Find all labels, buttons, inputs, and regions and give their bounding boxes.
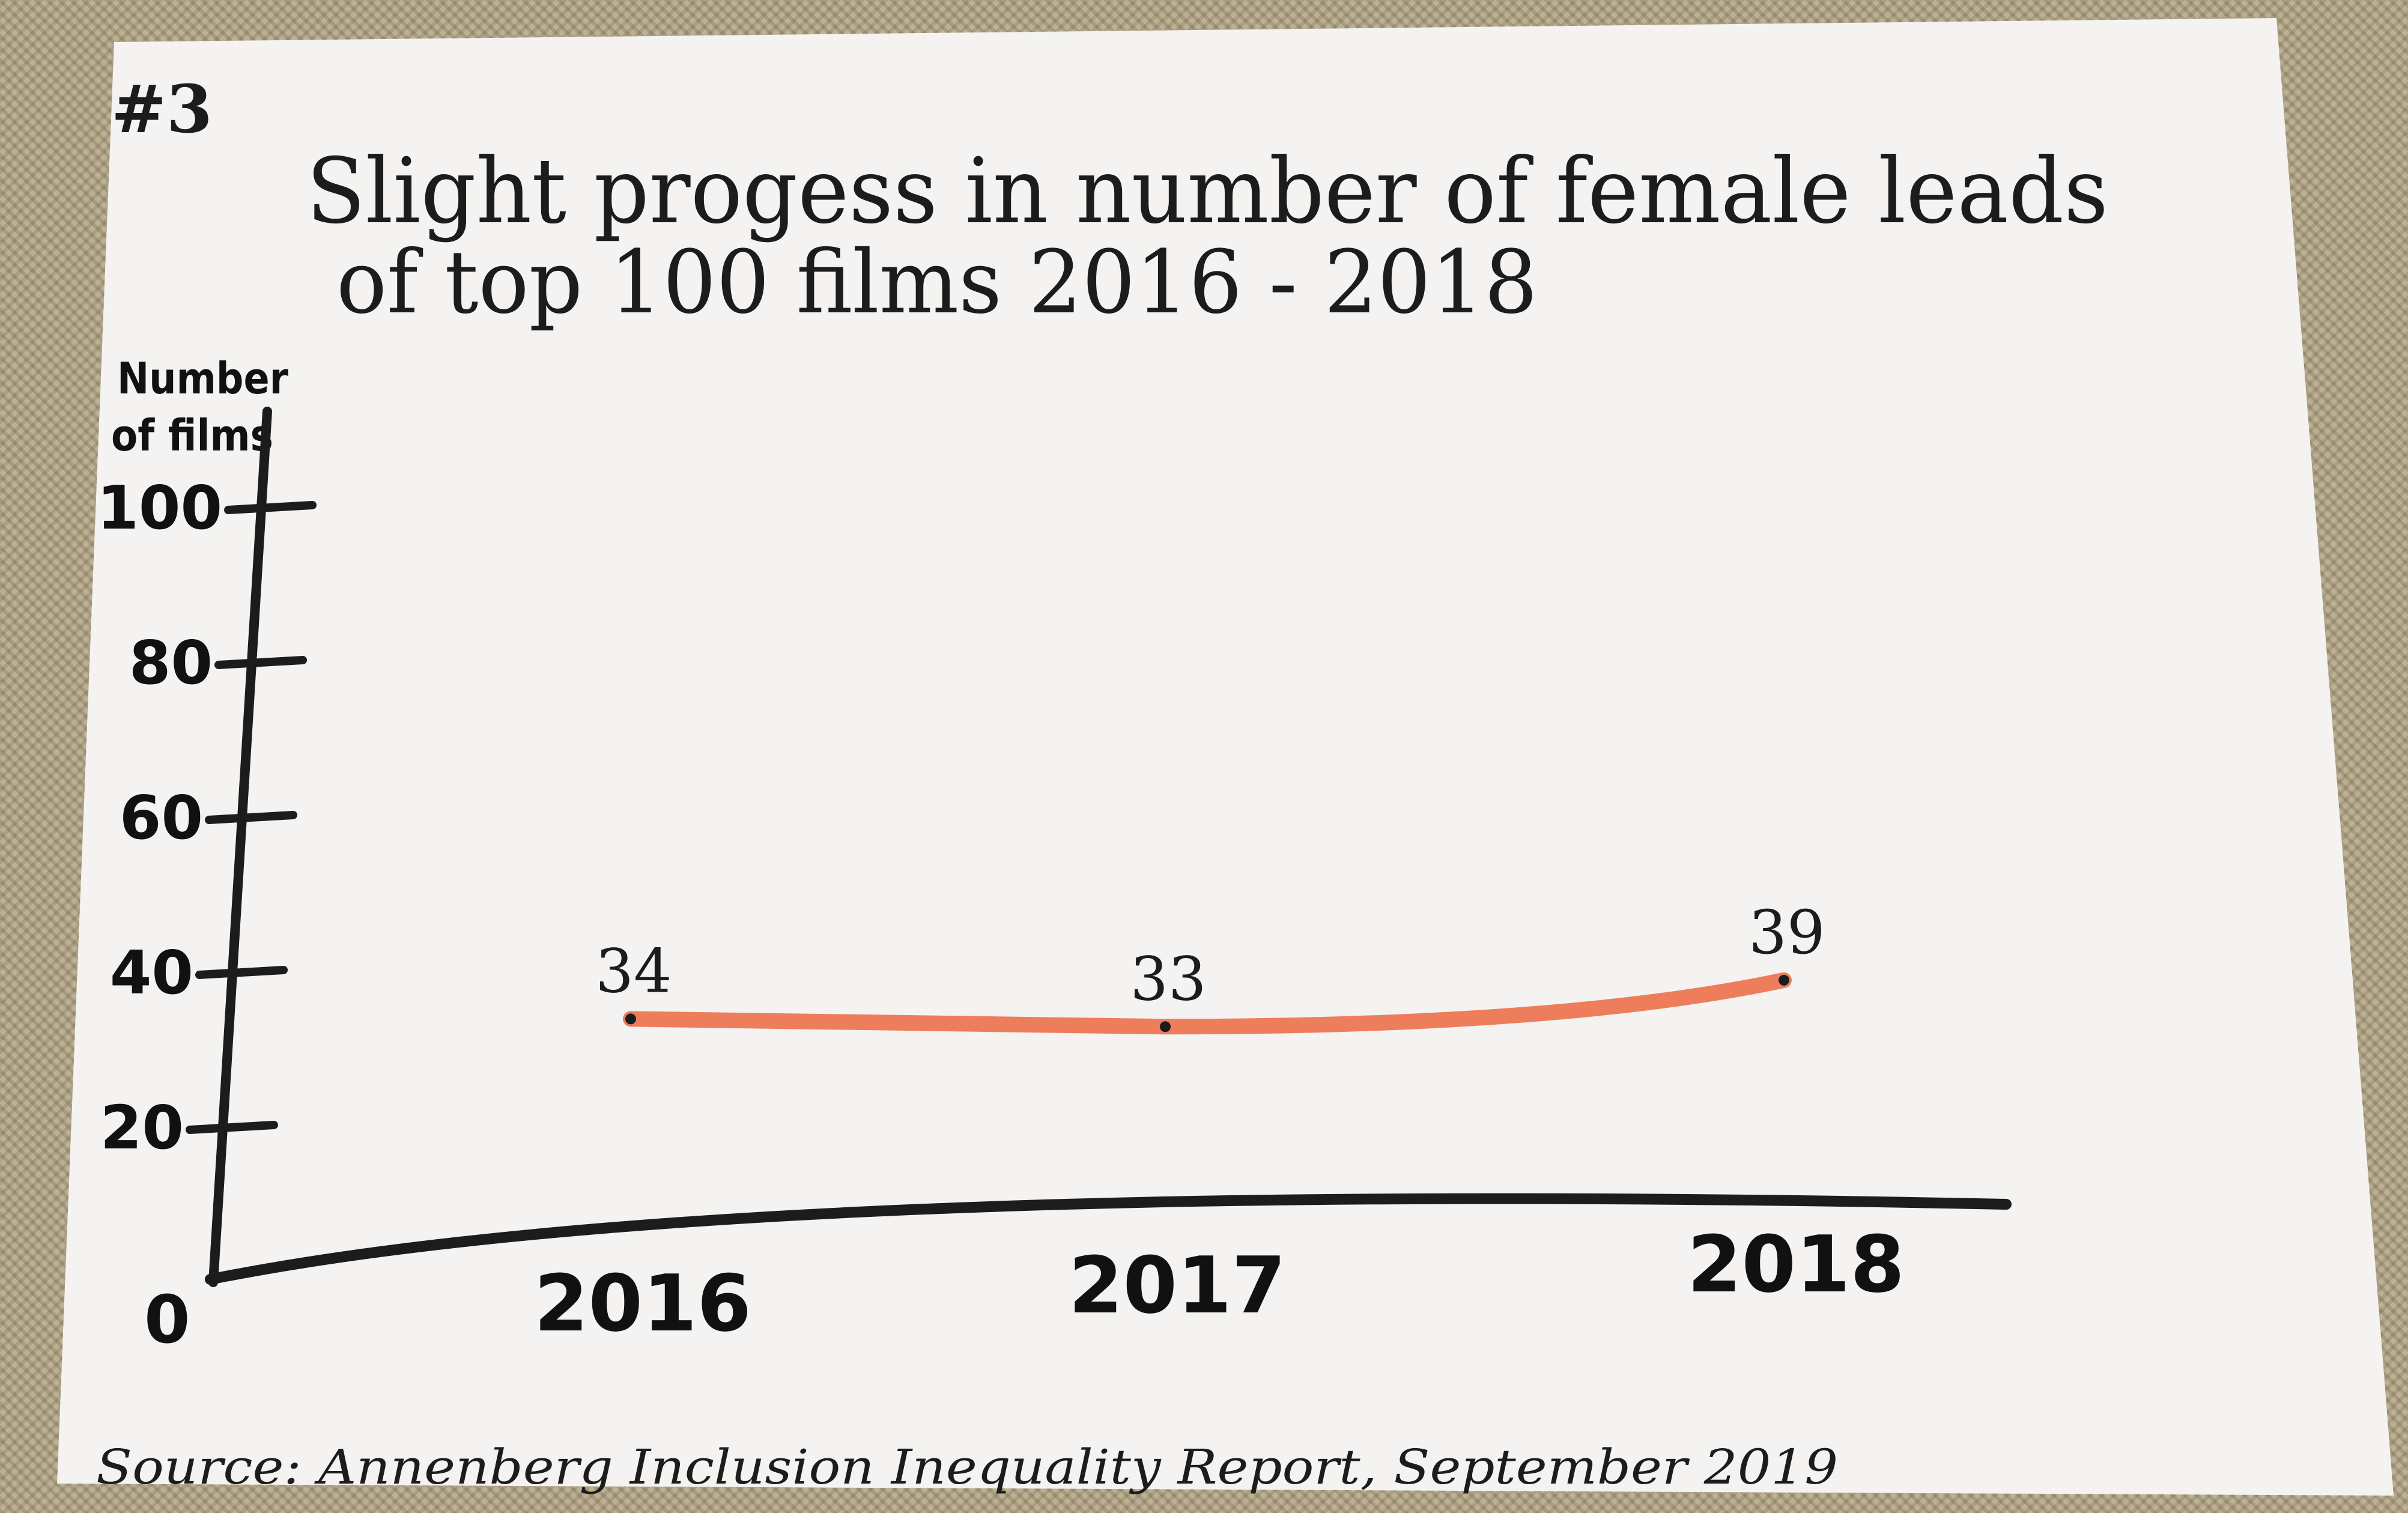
y-tick-label-20: 20	[100, 1093, 184, 1163]
x-category-label-2017: 2017	[1069, 1240, 1286, 1331]
y-tick-100	[224, 501, 317, 514]
chart-title-line1: Slight progess in number of female leads	[306, 139, 2108, 244]
y-tick-label-40: 40	[110, 938, 193, 1008]
page-number-tag: #3	[111, 70, 213, 148]
data-point-2017	[1160, 1021, 1171, 1032]
y-tick-label-100: 100	[97, 473, 222, 543]
data-label-2016: 34	[595, 936, 672, 1006]
data-point-2018	[1779, 974, 1789, 986]
y-tick-group: 20 40 60 80 100	[97, 473, 317, 1163]
y-tick-20	[186, 1121, 279, 1134]
y-axis-line	[208, 407, 272, 1287]
paper-sheet	[57, 18, 2394, 1496]
y-axis-label-line2: of films	[111, 410, 273, 461]
y-tick-40	[195, 966, 288, 979]
series-line	[623, 972, 1792, 1035]
x-category-label-2016: 2016	[534, 1258, 751, 1349]
x-category-label-2018: 2018	[1687, 1219, 1905, 1310]
chart-title-line2: of top 100 films 2016 - 2018	[336, 232, 1538, 333]
data-label-2017: 33	[1130, 944, 1206, 1014]
y-tick-80	[214, 656, 308, 669]
x-axis-line	[205, 1193, 2012, 1285]
y-origin-label: 0	[144, 1281, 190, 1358]
y-tick-label-60: 60	[120, 783, 203, 853]
y-axis-label-line1: Number	[117, 353, 288, 404]
source-note: Source: Annenberg Inclusion Inequality R…	[96, 1439, 1838, 1495]
y-tick-label-80: 80	[129, 628, 213, 698]
data-point-2016	[625, 1013, 636, 1025]
y-tick-60	[205, 811, 298, 824]
data-label-2018: 39	[1748, 897, 1825, 968]
